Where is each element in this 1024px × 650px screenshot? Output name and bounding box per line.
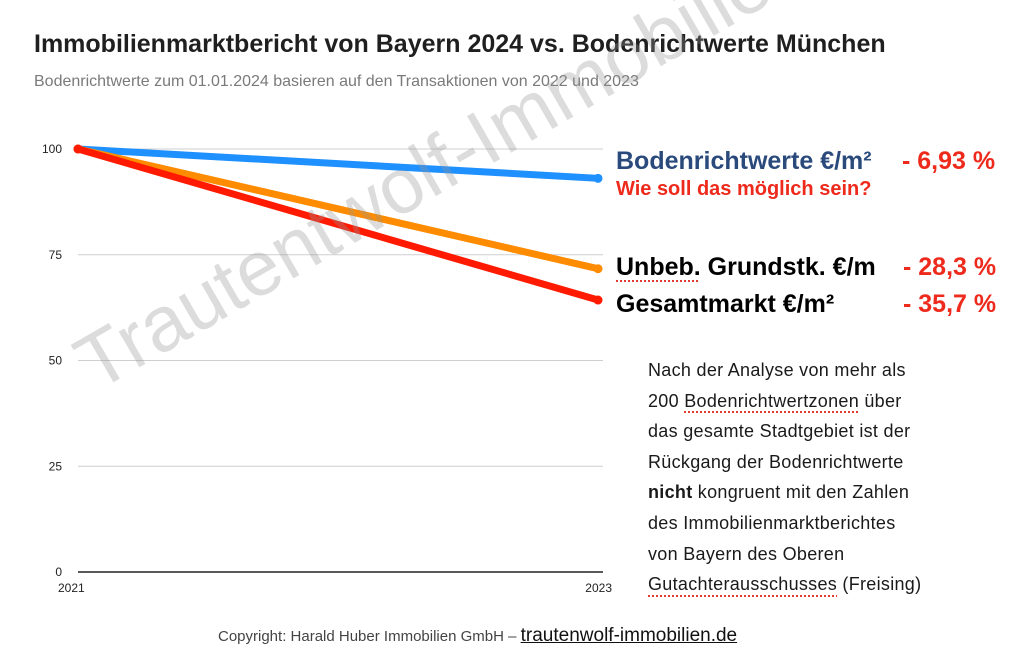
- paragraph-line-6: des Immobilienmarktberichtes: [648, 512, 896, 533]
- series-line-1: [74, 145, 602, 182]
- y-tick-label-0: 0: [55, 565, 62, 579]
- paragraph-line-5: nicht kongruent mit den Zahlen: [648, 477, 988, 508]
- footer-text: Copyright: Harald Huber Immobilien GmbH …: [218, 628, 521, 645]
- x-tick-label-2021: 2021: [58, 581, 85, 595]
- series-1-point-2023: [593, 173, 603, 183]
- series-value-bodenrichtwerte: - 6,93 %: [902, 147, 996, 175]
- series-label-gesamt: Gesamtmarkt €/m²: [616, 290, 835, 318]
- series-label-unbeb-word: Unbeb.: [616, 253, 701, 281]
- series-value-gesamt: - 35,7 %: [903, 290, 997, 318]
- series-line-2: [74, 145, 602, 273]
- y-tick-label-75: 75: [49, 248, 63, 262]
- series-3-point-2021: [73, 144, 83, 154]
- paragraph-line-2-pre: 200: [648, 390, 685, 411]
- series-3-point-2023: [593, 295, 603, 305]
- chart-subtitle: Bodenrichtwerte zum 01.01.2024 basieren …: [34, 73, 639, 90]
- footer-link[interactable]: trautenwolf-immobilien.de: [520, 625, 738, 646]
- paragraph-line-3: das gesamte Stadtgebiet ist der: [648, 421, 911, 442]
- paragraph-line-2: 200 Bodenrichtwertzonen über: [648, 386, 988, 417]
- chart-title: Immobilienmarktbericht von Bayern 2024 v…: [34, 30, 886, 58]
- y-tick-label-50: 50: [49, 354, 63, 368]
- x-tick-label-2023: 2023: [585, 581, 612, 595]
- series-label-unbeb-rest: Grundstk. €/m: [700, 253, 876, 281]
- paragraph-line-7: von Bayern des Oberen: [648, 543, 845, 564]
- paragraph-line-8: Gutachterausschusses (Freising): [648, 569, 988, 600]
- paragraph-line-1: Nach der Analyse von mehr als: [648, 360, 906, 380]
- paragraph-line-8-word: Gutachterausschusses: [648, 574, 838, 595]
- paragraph-line-5-rest: kongruent mit den Zahlen: [692, 482, 910, 503]
- paragraph-line-2-word: Bodenrichtwertzonen: [684, 390, 860, 411]
- series-label-bodenrichtwerte: Bodenrichtwerte €/m²: [616, 147, 872, 175]
- footer-copyright: Copyright: Harald Huber Immobilien GmbH …: [218, 625, 737, 647]
- paragraph-line-8-rest: (Freising): [837, 574, 922, 595]
- y-tick-label-25: 25: [49, 459, 63, 473]
- y-tick-label-100: 100: [42, 142, 62, 156]
- series-2-point-2023: [593, 264, 603, 274]
- series-value-unbeb: - 28,3 %: [903, 253, 997, 281]
- paragraph-line-4: Rückgang der Bodenrichtwerte: [648, 451, 904, 472]
- series-label-unbeb: Unbeb. Grundstk. €/m: [616, 253, 876, 282]
- question-annotation: Wie soll das möglich sein?: [616, 178, 872, 200]
- series-line-3: [74, 145, 602, 304]
- paragraph-line-2-post: über: [859, 390, 902, 411]
- paragraph-line-5-bold: nicht: [648, 482, 693, 503]
- analysis-paragraph: Nach der Analyse von mehr als 200 Bodenr…: [648, 355, 988, 600]
